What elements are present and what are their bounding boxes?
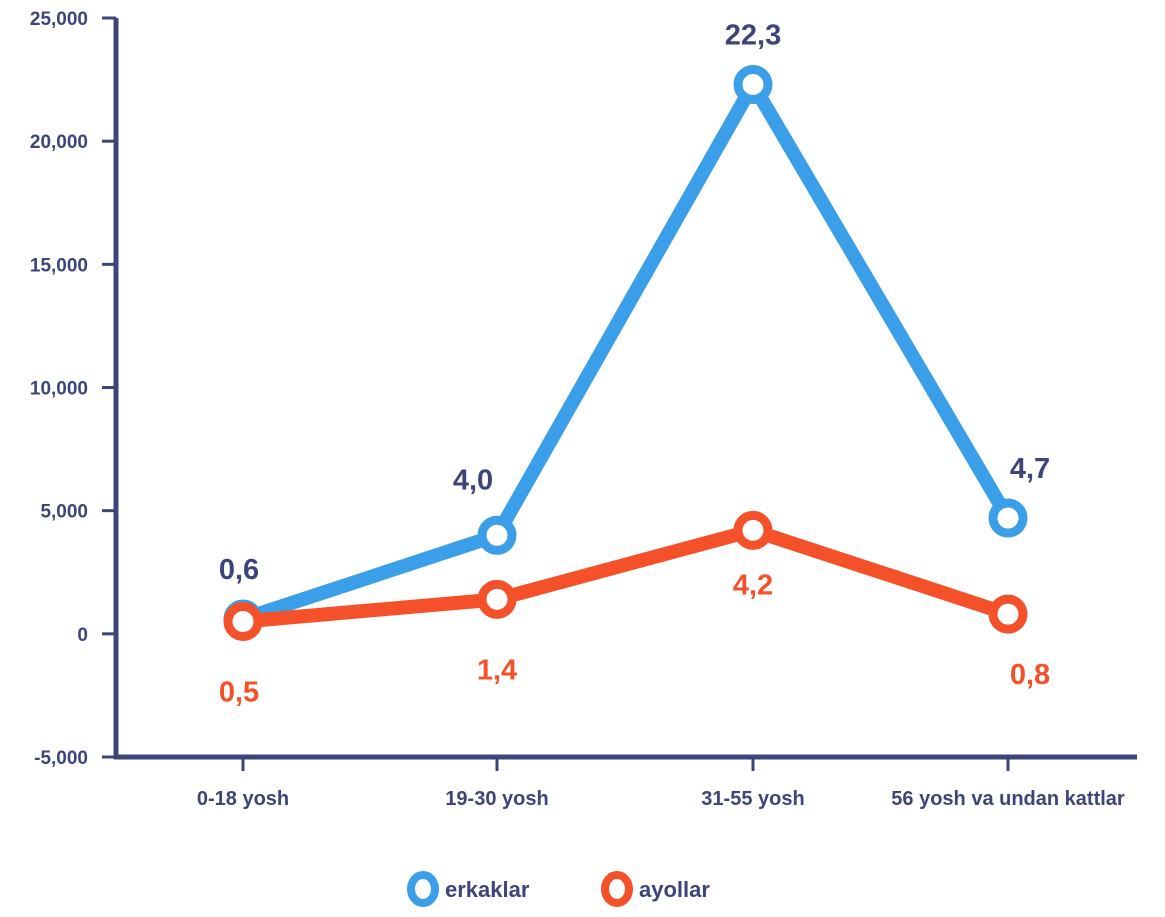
y-tick-label: 5,000 (40, 502, 88, 523)
axes (113, 18, 1137, 760)
x-tick-label: 19-30 yosh (445, 788, 548, 810)
y-tick-label: 15,000 (30, 255, 88, 276)
x-tick-label: 56 yosh va undan kattlar (891, 788, 1125, 810)
legend-marker-ayollar (601, 871, 633, 907)
y-tick-label: 25,000 (30, 9, 88, 30)
data-label-ayollar: 0,5 (219, 677, 259, 709)
series-line-erkaklar (236, 77, 1015, 627)
data-label-ayollar: 0,8 (1010, 659, 1050, 691)
y-tick-label: 10,000 (30, 379, 88, 400)
y-tick-label: -5,000 (34, 748, 88, 769)
data-point-erkaklar (733, 65, 773, 105)
data-label-erkaklar: 0,6 (219, 554, 259, 586)
y-axis-ticks: -5,000 0 5,000 10,000 15,000 20,000 25,000 (30, 9, 116, 769)
data-label-ayollar: 4,2 (733, 569, 773, 601)
data-point-ayollar (988, 594, 1028, 634)
data-label-erkaklar: 4,0 (453, 464, 493, 496)
data-point-erkaklar (477, 515, 517, 555)
series-line-ayollar (236, 523, 1015, 629)
data-point-ayollar (733, 510, 773, 550)
legend-label-ayollar: ayollar (639, 877, 710, 902)
data-point-ayollar (477, 579, 517, 619)
legend-label-erkaklar: erkaklar (445, 877, 530, 902)
x-axis-ticks: 0-18 yosh 19-30 yosh 31-55 yosh 56 yosh va … (197, 757, 1125, 810)
y-tick-label: 0 (77, 625, 88, 646)
series-layer (223, 65, 1028, 642)
data-label-erkaklar: 22,3 (725, 20, 781, 52)
y-tick-label: 20,000 (30, 132, 88, 153)
data-label-ayollar: 1,4 (477, 654, 517, 686)
data-point-ayollar (223, 602, 263, 642)
data-label-erkaklar: 4,7 (1010, 453, 1050, 485)
data-point-erkaklar (988, 498, 1028, 538)
legend-marker-erkaklar (407, 871, 439, 907)
data-labels: 0,6 4,0 22,3 4,7 0,5 1,4 4,2 0,8 (219, 20, 1050, 709)
legend: erkaklar ayollar (407, 871, 710, 907)
x-tick-label: 31-55 yosh (701, 788, 804, 810)
x-tick-label: 0-18 yosh (197, 788, 289, 810)
